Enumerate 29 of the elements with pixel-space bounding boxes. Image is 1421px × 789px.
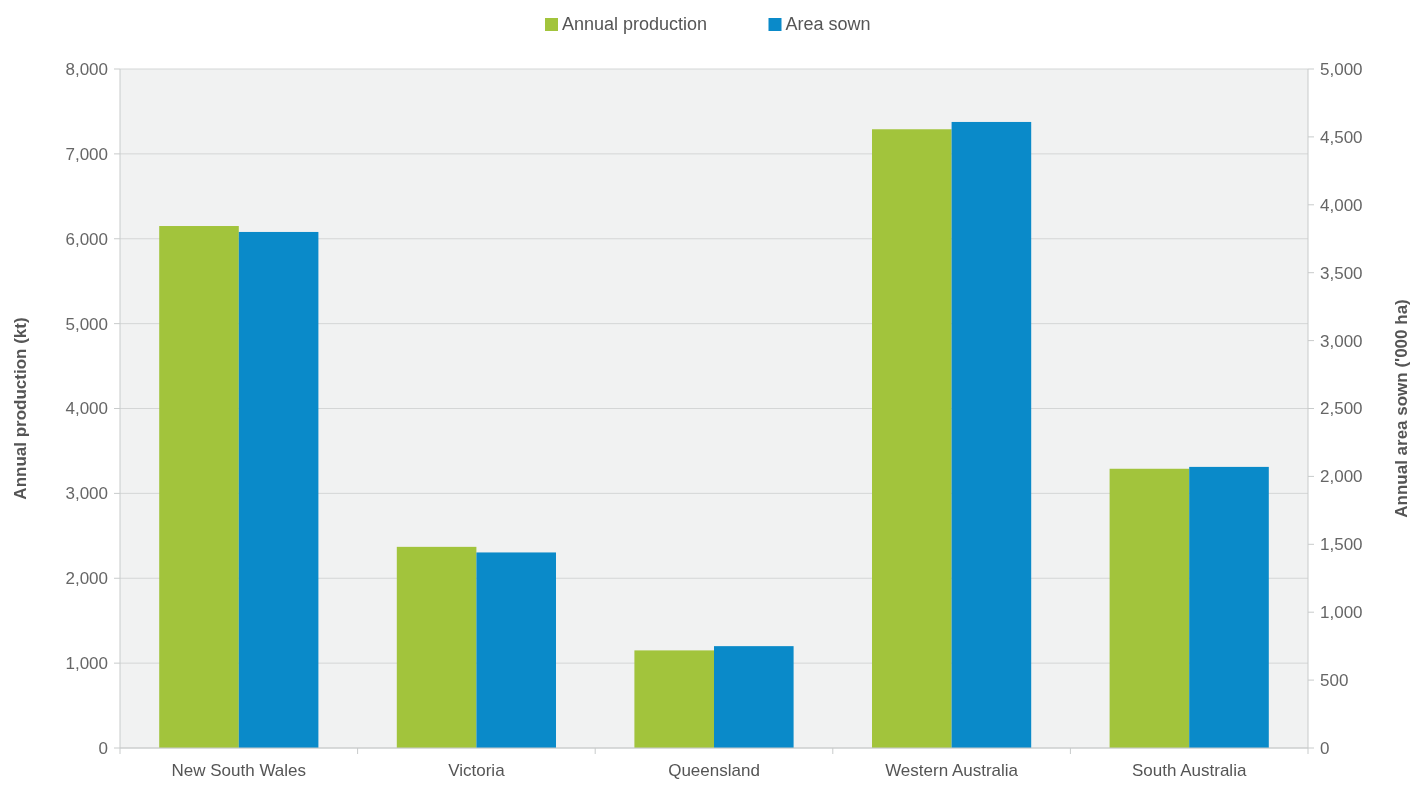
y2-tick-label: 4,000 [1320, 195, 1363, 215]
y-tick-label: 1,000 [65, 654, 108, 674]
x-tick-label: Victoria [448, 761, 506, 780]
y-tick-label: 4,000 [65, 399, 108, 419]
y2-tick-label: 4,500 [1320, 127, 1363, 147]
legend-label: Area sown [785, 14, 871, 34]
y2-axis-title: Annual area sown ('000 ha) [1392, 299, 1411, 518]
x-tick-label: New South Wales [171, 761, 307, 780]
y2-tick-label: 1,000 [1320, 603, 1363, 623]
y-tick-label: 8,000 [65, 59, 108, 79]
y-tick-label: 0 [98, 738, 108, 758]
y2-tick-label: 3,000 [1320, 331, 1363, 351]
x-tick-label: Queensland [668, 761, 760, 780]
y-tick-label: 2,000 [65, 569, 108, 589]
y2-tick-label: 2,500 [1320, 399, 1363, 419]
y-tick-label: 6,000 [65, 229, 108, 249]
y2-tick-label: 1,500 [1320, 535, 1363, 555]
y-tick-label: 5,000 [65, 314, 108, 334]
y2-tick-label: 3,500 [1320, 263, 1363, 283]
y2-tick-label: 2,000 [1320, 467, 1363, 487]
x-tick-label: South Australia [1132, 761, 1247, 780]
y2-tick-label: 5,000 [1320, 59, 1363, 79]
legend-label: Annual production [562, 14, 708, 34]
x-tick-label: Western Australia [885, 761, 1019, 780]
y-tick-label: 3,000 [65, 484, 108, 504]
y2-tick-label: 0 [1320, 738, 1330, 758]
y-axis-title: Annual production (kt) [11, 317, 30, 500]
y2-tick-label: 500 [1320, 671, 1349, 691]
y-tick-label: 7,000 [65, 144, 108, 164]
